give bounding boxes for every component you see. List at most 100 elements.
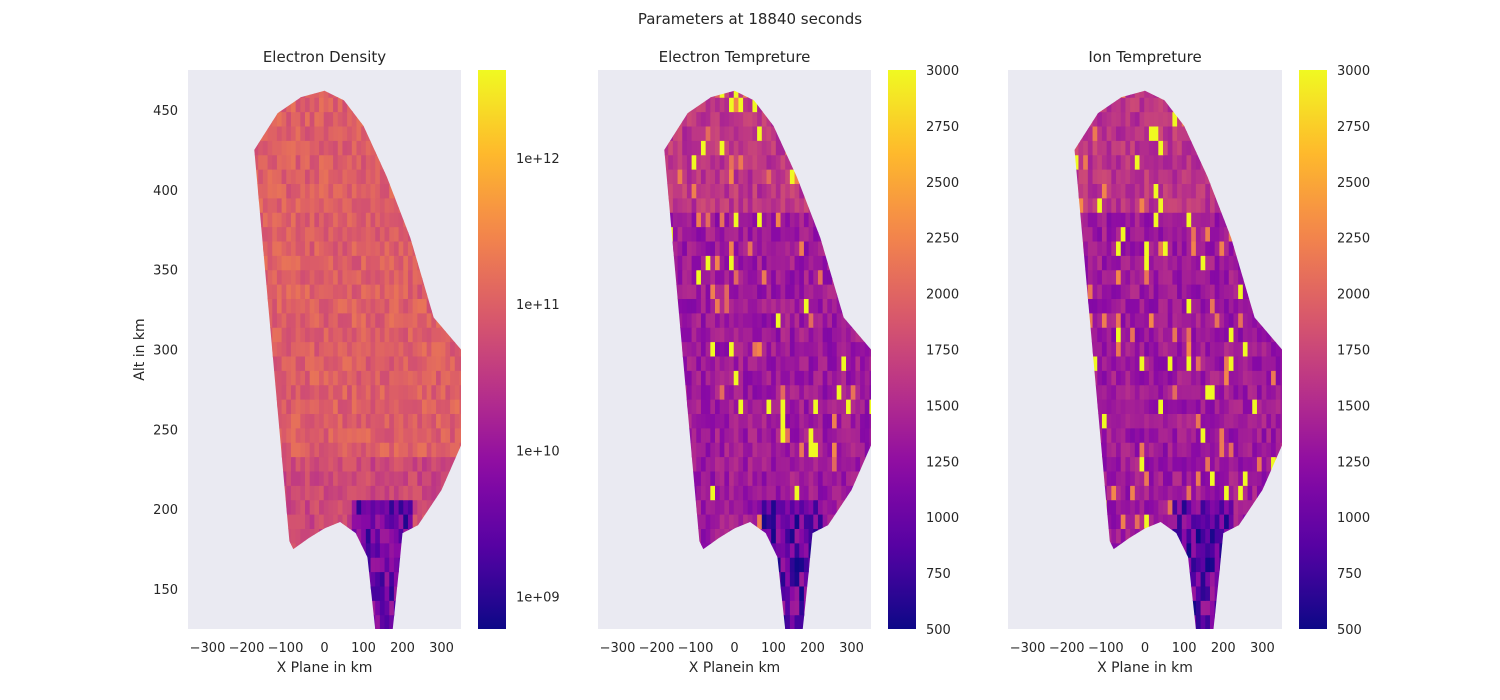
heatmap-cell — [276, 183, 283, 199]
heatmap-cell — [808, 399, 814, 414]
heatmap-cell — [743, 125, 749, 141]
heatmap-cell — [314, 169, 320, 184]
heatmap-cell — [295, 399, 301, 414]
heatmap-cell — [822, 355, 828, 371]
heatmap-cell — [710, 212, 716, 228]
heatmap-cell — [356, 240, 362, 256]
heatmap-cell — [290, 226, 297, 242]
heatmap-cell — [700, 111, 707, 127]
heatmap-cell — [319, 442, 325, 458]
heatmap-cell — [733, 140, 739, 156]
heatmap-cell — [333, 327, 339, 343]
heatmap-cell — [691, 284, 697, 299]
heatmap-cell — [356, 528, 362, 544]
heatmap-cell — [328, 154, 334, 170]
heatmap-cell — [300, 111, 306, 127]
heatmap-cell — [686, 384, 693, 400]
heatmap-cell — [398, 442, 404, 458]
heatmap-cell — [319, 140, 325, 156]
heatmap-cell — [314, 514, 320, 529]
heatmap-cell — [822, 442, 828, 458]
heatmap-cell — [328, 442, 334, 458]
heatmap-cell — [398, 240, 404, 256]
heatmap-cell — [705, 212, 711, 228]
heatmap-cell — [696, 226, 702, 242]
heatmap-cell — [682, 341, 688, 357]
heatmap-cell — [361, 226, 367, 242]
heatmap-cell — [705, 384, 711, 400]
heatmap-cell — [319, 197, 325, 213]
heatmap-cell — [379, 470, 386, 486]
heatmap-cell — [775, 327, 782, 343]
heatmap-cell — [300, 240, 306, 256]
heatmap-cell — [761, 226, 768, 242]
heatmap-cell — [771, 499, 777, 515]
heatmap-cell — [803, 298, 810, 314]
heatmap-cell — [677, 169, 683, 184]
heatmap-cell — [761, 384, 768, 400]
heatmap-cell — [672, 240, 679, 256]
heatmap-cell — [440, 442, 446, 458]
heatmap-cell — [337, 226, 344, 242]
heatmap-cell — [696, 499, 702, 515]
heatmap-cell — [379, 485, 386, 501]
heatmap-cell — [719, 470, 725, 486]
heatmap-cell — [817, 298, 824, 314]
heatmap-cell — [319, 111, 325, 127]
heatmap-cell — [719, 111, 725, 127]
heatmap-cell — [752, 499, 758, 515]
heatmap-cell — [426, 399, 432, 414]
heatmap-cell — [412, 470, 418, 486]
heatmap-cell — [794, 312, 800, 328]
heatmap-cell — [314, 442, 320, 458]
heatmap-cell — [761, 456, 768, 472]
heatmap-cell — [766, 384, 772, 400]
heatmap-cell — [841, 370, 847, 386]
heatmap-cell — [347, 485, 353, 501]
heatmap-cell — [309, 456, 315, 472]
heatmap-cell — [869, 384, 871, 400]
heatmap-cell — [771, 399, 777, 414]
heatmap-cell — [691, 327, 697, 343]
heatmap-cell — [771, 528, 777, 544]
heatmap-cell — [715, 169, 721, 184]
heatmap-cell — [309, 312, 315, 328]
heatmap-cell — [724, 284, 730, 299]
heatmap-cell — [347, 183, 353, 199]
heatmap-cell — [365, 240, 372, 256]
heatmap-cell — [719, 255, 725, 271]
heatmap-cell — [691, 169, 697, 184]
heatmap-cell — [319, 298, 325, 314]
heatmap-cell — [719, 485, 725, 501]
heatmap-cell — [710, 399, 716, 414]
heatmap-cell — [309, 197, 315, 213]
heatmap-cell — [757, 240, 763, 256]
heatmap-cell — [454, 341, 461, 357]
heatmap-cell — [705, 284, 711, 299]
heatmap-cell — [733, 97, 739, 113]
heatmap-cell — [789, 557, 796, 573]
colorbar-tick-label: 750 — [926, 567, 951, 582]
heatmap-cell — [412, 399, 418, 414]
heatmap-cell — [855, 442, 861, 458]
heatmap-cell — [445, 355, 451, 371]
heatmap-cell — [300, 183, 306, 199]
heatmap-cell — [384, 312, 390, 328]
heatmap-cell — [752, 427, 758, 443]
heatmap-cell — [384, 370, 390, 386]
heatmap-cell — [724, 212, 730, 228]
heatmap-cell — [365, 140, 372, 156]
heatmap-cell — [869, 355, 871, 371]
heatmap-cell — [860, 384, 866, 400]
heatmap-cell — [262, 125, 269, 141]
heatmap-cell — [361, 499, 367, 515]
heatmap-cell — [417, 370, 423, 386]
heatmap-cell — [733, 269, 739, 285]
heatmap-cell — [384, 226, 390, 242]
heatmap-cell — [700, 399, 707, 414]
heatmap-cell — [347, 384, 353, 400]
heatmap-cell — [724, 140, 730, 156]
heatmap-cell — [738, 169, 744, 184]
heatmap-cell — [407, 413, 414, 429]
heatmap-cell — [855, 327, 861, 343]
